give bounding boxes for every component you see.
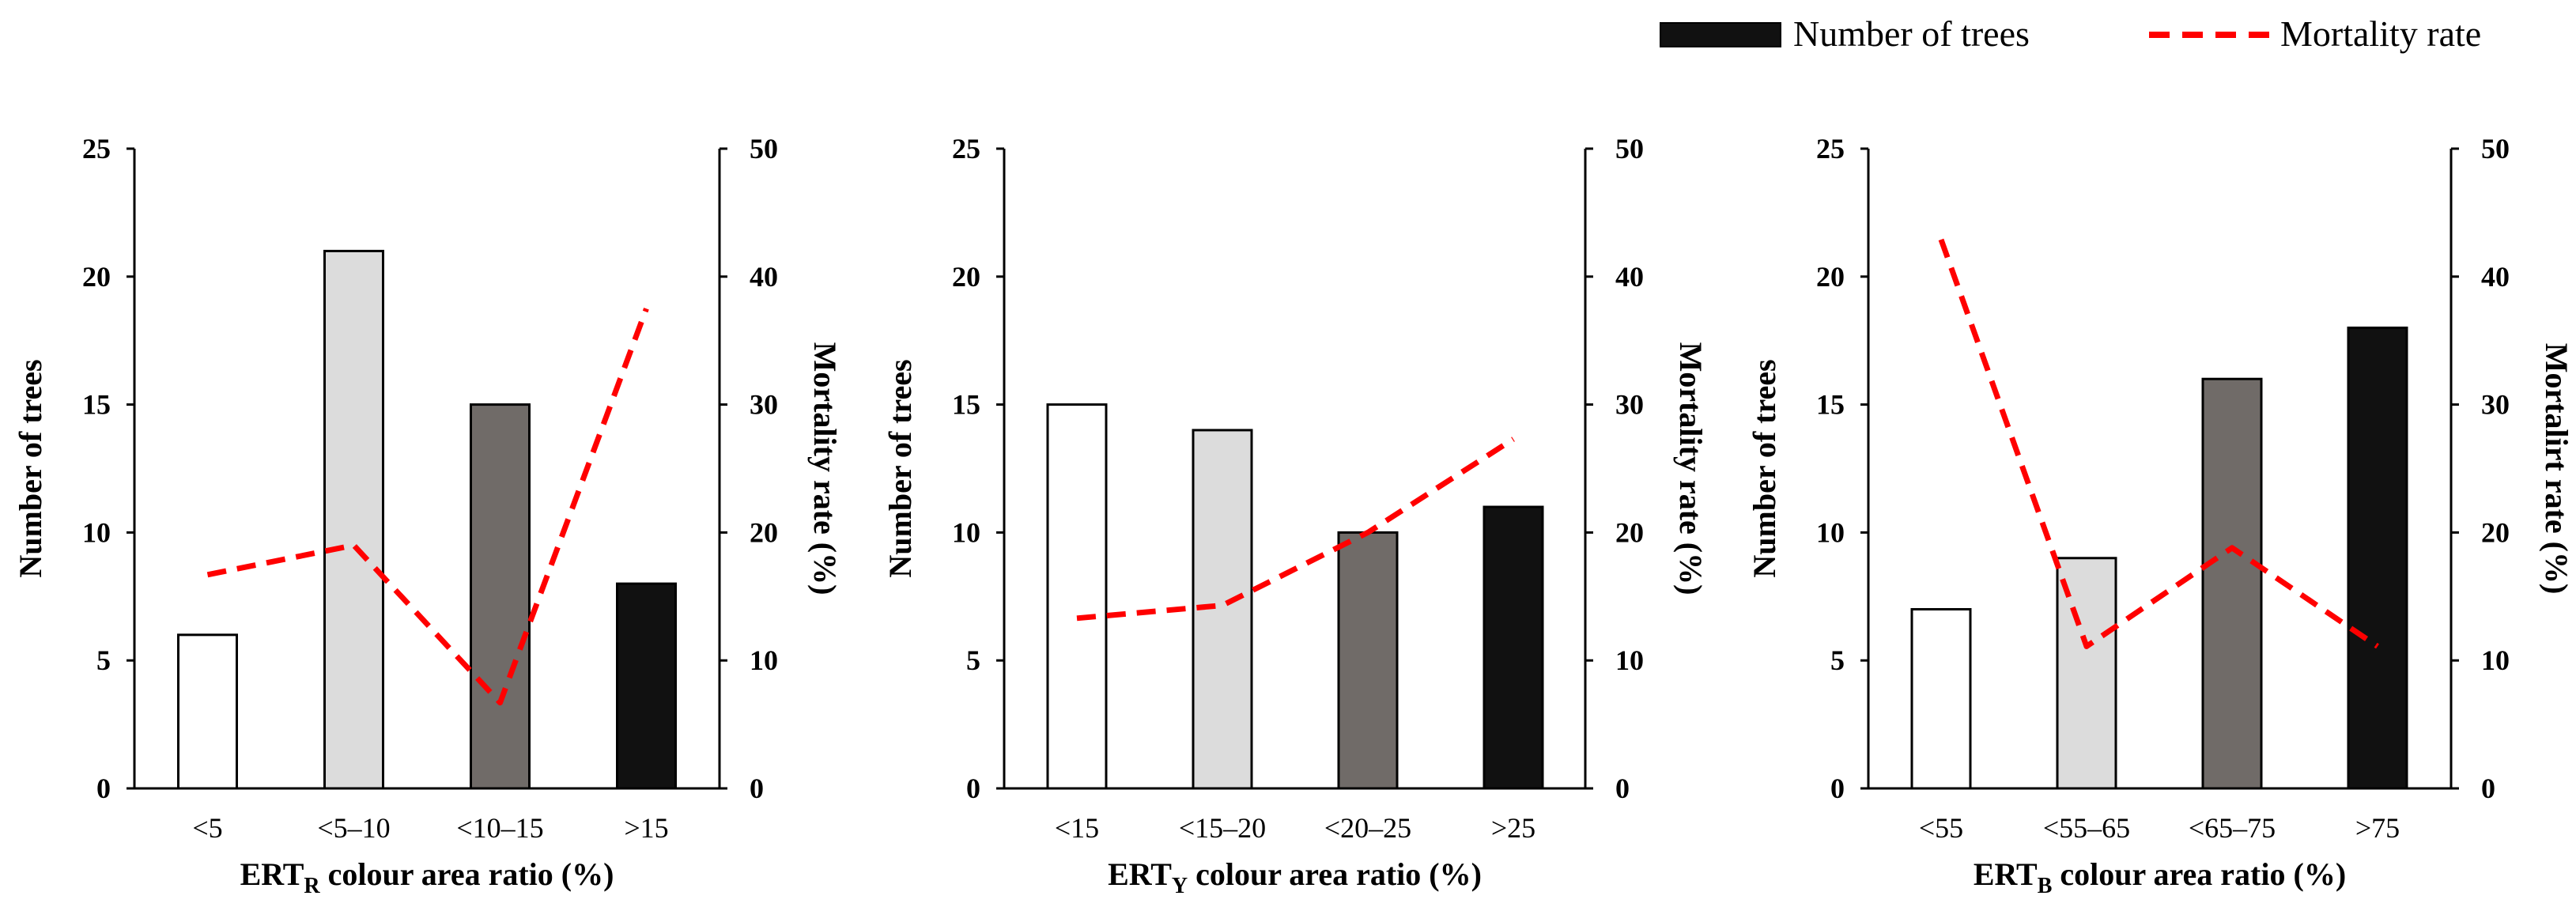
- x-tick-label: >15: [624, 812, 668, 844]
- mortality-rate-line: [1076, 436, 1515, 622]
- legend-bar-label: Number of trees: [1793, 13, 2030, 54]
- y2-tick-label: 30: [2481, 389, 2510, 421]
- mortality-rate-line: [1938, 238, 2379, 649]
- x-tick-label: <15: [1055, 812, 1099, 844]
- y-tick-label: 0: [96, 773, 111, 804]
- x-tick-label: <20–25: [1324, 812, 1411, 844]
- y-tick-label: 25: [1816, 133, 1845, 164]
- y2-tick-label: 40: [1615, 261, 1644, 293]
- y2-tick-label: 0: [1615, 773, 1630, 804]
- y-tick-label: 5: [96, 644, 111, 676]
- y-axis-title: Number of trees: [1747, 359, 1782, 577]
- chart-panel-3: 0 5 10 15 20 25 0 10 20 30 40 50 <55 <55–65 <65–75 >75 E…: [1747, 133, 2574, 898]
- y2-axis-title: Mortality rate (%): [1673, 342, 1709, 595]
- bar-3: [2201, 377, 2263, 790]
- x-axis-title: ERTY colour area ratio (%): [1108, 856, 1482, 898]
- x-tick-label: >75: [2355, 812, 2400, 844]
- y2-tick-label: 10: [2481, 644, 2510, 676]
- y2-tick-label: 30: [1615, 389, 1644, 421]
- y-tick-label: 0: [1830, 773, 1845, 804]
- y-tick-label: 20: [1816, 261, 1845, 293]
- legend-bar-swatch: [1660, 22, 1781, 47]
- bar-4: [2347, 327, 2408, 790]
- bar-4: [1483, 505, 1544, 790]
- y-tick-label: 20: [952, 261, 980, 293]
- y2-tick-label: 50: [2481, 133, 2510, 164]
- bar-4: [616, 582, 677, 790]
- y2-tick-label: 40: [2481, 261, 2510, 293]
- y-tick-label: 10: [1816, 516, 1845, 548]
- y2-tick-label: 10: [750, 644, 778, 676]
- x-tick-label: <5–10: [317, 812, 390, 844]
- y-axis-title: Number of trees: [13, 359, 48, 577]
- x-tick-label: <10–15: [456, 812, 543, 844]
- legend: Number of trees Mortality rate: [1660, 13, 2481, 54]
- y2-tick-label: 20: [2481, 516, 2510, 548]
- y-axis-title: Number of trees: [882, 359, 918, 577]
- y2-tick-label: 0: [750, 773, 764, 804]
- bar-3: [1337, 531, 1399, 790]
- bar-1: [1046, 403, 1108, 790]
- y2-tick-label: 0: [2481, 773, 2495, 804]
- y-tick-label: 20: [82, 261, 111, 293]
- y-tick-label: 15: [82, 389, 111, 421]
- y2-tick-label: 20: [750, 516, 778, 548]
- x-tick-label: <55: [1919, 812, 1963, 844]
- chart-panel-1: 0 5 10 15 20 25 0 10 20 30 40 50 <5 <5–10 <10–15 >15 ERT…: [13, 133, 843, 898]
- x-axis-title: ERTR colour area ratio (%): [240, 856, 614, 898]
- bar-3: [470, 403, 531, 790]
- y-tick-label: 5: [1830, 644, 1845, 676]
- legend-line-label: Mortality rate: [2280, 13, 2481, 54]
- x-axis-title: ERTB colour area ratio (%): [1974, 856, 2346, 898]
- y2-tick-label: 50: [750, 133, 778, 164]
- y2-tick-label: 30: [750, 389, 778, 421]
- bar-1: [177, 633, 238, 790]
- x-tick-label: <65–75: [2189, 812, 2276, 844]
- mortality-rate-line: [206, 308, 649, 706]
- y2-tick-label: 50: [1615, 133, 1644, 164]
- x-tick-label: <15–20: [1179, 812, 1266, 844]
- y-tick-label: 25: [952, 133, 980, 164]
- bar-2: [323, 249, 384, 790]
- y2-tick-label: 20: [1615, 516, 1644, 548]
- x-tick-label: >25: [1491, 812, 1535, 844]
- y-tick-label: 15: [1816, 389, 1845, 421]
- bar-2: [2056, 557, 2117, 790]
- y2-tick-label: 10: [1615, 644, 1644, 676]
- y-tick-label: 5: [966, 644, 980, 676]
- chart-panel-2: 0 5 10 15 20 25 0 10 20 30 40 50 <15 <15–20 <20–25 >25 E…: [882, 133, 1709, 898]
- y-tick-label: 15: [952, 389, 980, 421]
- y-tick-label: 10: [82, 516, 111, 548]
- x-tick-label: <55–65: [2043, 812, 2130, 844]
- bar-1: [1910, 607, 1972, 790]
- y2-tick-label: 40: [750, 261, 778, 293]
- y-tick-label: 25: [82, 133, 111, 164]
- y-tick-label: 10: [952, 516, 980, 548]
- y2-axis-title: Mortality rate (%): [807, 342, 843, 595]
- y-tick-label: 0: [966, 773, 980, 804]
- x-tick-label: <5: [192, 812, 222, 844]
- y2-axis-title: Mortalirt rate (%): [2539, 343, 2574, 595]
